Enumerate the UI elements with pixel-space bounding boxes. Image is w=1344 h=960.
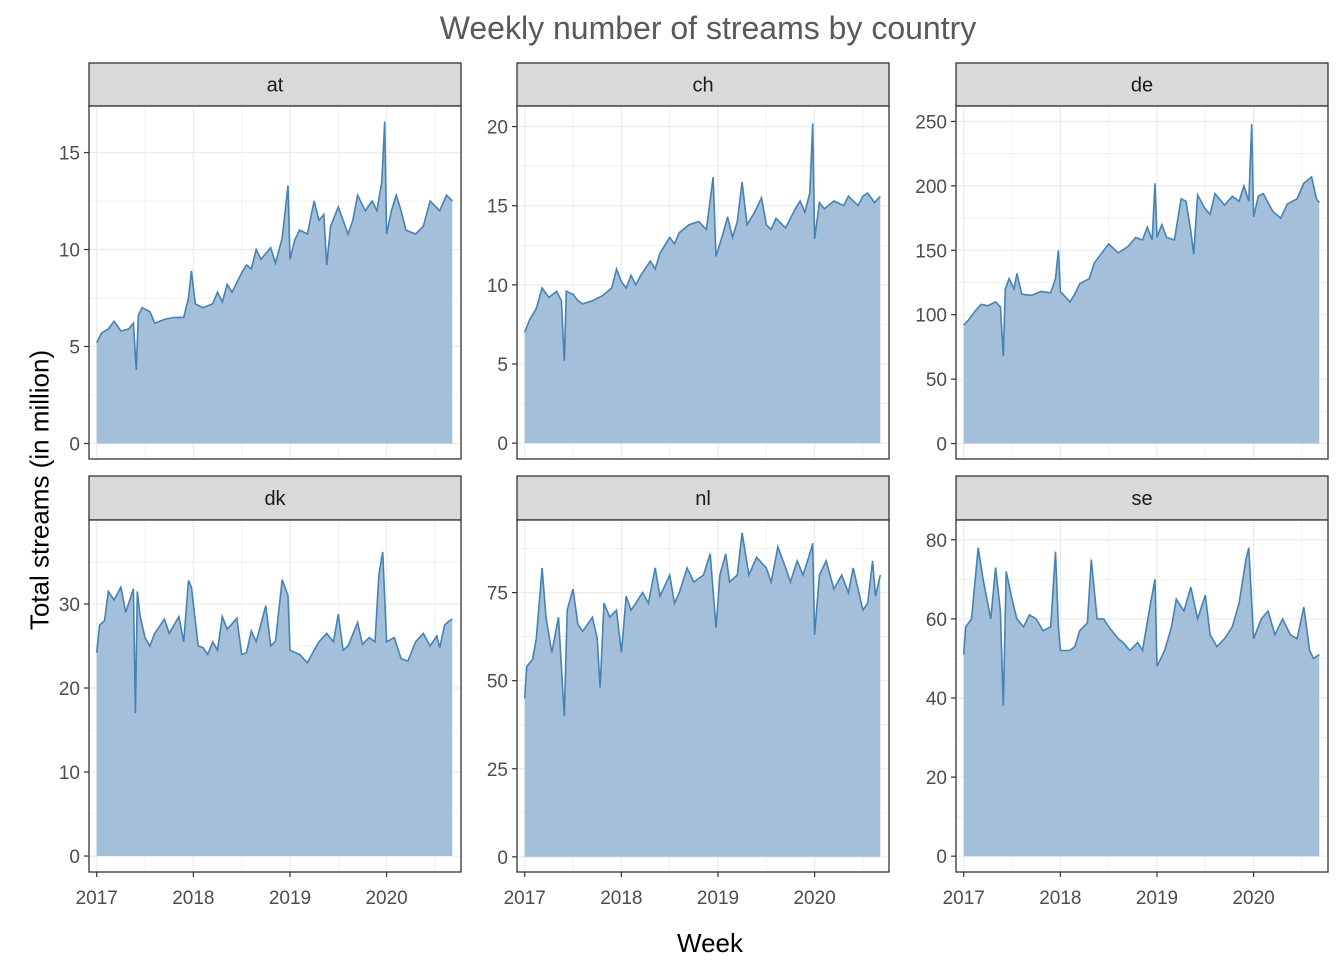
y-tick-label: 50	[926, 370, 947, 391]
series-area-ch	[524, 123, 881, 444]
y-tick-label: 150	[915, 241, 947, 262]
y-tick-label: 0	[936, 847, 947, 868]
panel-border	[88, 519, 462, 873]
y-tick-label: 80	[926, 531, 947, 552]
facet-label-dk: dk	[264, 488, 286, 510]
y-tick-label: 0	[936, 435, 947, 456]
panel-border	[955, 519, 1329, 873]
facet-label-nl: nl	[695, 488, 711, 510]
panel-border	[955, 105, 1329, 460]
x-tick-label: 2018	[600, 888, 642, 909]
y-tick-label: 20	[926, 768, 947, 789]
facet-label-de: de	[1131, 75, 1153, 97]
y-tick-label: 200	[915, 177, 947, 198]
series-area-se	[963, 547, 1320, 857]
x-tick-label: 2019	[697, 888, 739, 909]
facet-panel-se: se 0 20 40 60 80 2017 2018 2019 2020	[926, 475, 1329, 909]
y-tick-label: 0	[69, 434, 80, 455]
y-tick-label: 5	[69, 338, 80, 359]
x-tick-label: 2017	[504, 888, 546, 909]
series-area-at	[96, 121, 453, 444]
x-tick-label: 2020	[365, 888, 407, 909]
x-tick-label: 2018	[172, 888, 214, 909]
y-tick-label: 10	[59, 241, 80, 262]
y-tick-label: 75	[487, 584, 508, 605]
facet-panel-nl: nl 0 25 50 75 2017 2018 2019 2020	[487, 475, 890, 909]
y-tick-label: 250	[915, 112, 947, 133]
y-tick-label: 15	[487, 197, 508, 218]
series-line-nl	[523, 532, 882, 716]
facet-strip-ch	[516, 62, 890, 107]
facet-strip-se	[955, 475, 1329, 521]
series-area-dk	[96, 551, 453, 856]
y-tick-label: 20	[59, 679, 80, 700]
panel-border	[516, 105, 890, 460]
y-tick-label: 40	[926, 689, 947, 710]
series-line-at	[95, 121, 453, 370]
y-tick-label: 0	[497, 434, 508, 455]
facet-panel-at: at 0 5 10 15	[59, 62, 462, 460]
panel-border	[516, 519, 890, 873]
y-tick-label: 0	[69, 847, 80, 868]
facet-label-se: se	[1131, 488, 1152, 510]
y-tick-label: 50	[487, 672, 508, 693]
y-tick-label: 0	[497, 848, 508, 869]
series-area-de	[963, 124, 1320, 444]
panel-border	[88, 105, 462, 460]
y-tick-label: 25	[487, 760, 508, 781]
facet-strip-dk	[88, 475, 462, 521]
y-tick-label: 10	[59, 763, 80, 784]
x-tick-label: 2017	[76, 888, 118, 909]
series-line-de	[963, 123, 1320, 356]
series-line-ch	[523, 123, 881, 361]
series-line-dk	[95, 551, 453, 714]
x-tick-label: 2018	[1039, 888, 1081, 909]
x-tick-label: 2020	[1232, 888, 1274, 909]
chart-title: Weekly number of streams by country	[439, 10, 977, 46]
facet-panel-ch: ch 0 5 10 15 20	[487, 62, 890, 460]
y-tick-label: 20	[487, 118, 508, 139]
facet-panel-de: de 0 50 100 150 200 250	[915, 62, 1329, 460]
series-line-se	[962, 547, 1320, 706]
x-axis-label: Week	[677, 928, 743, 958]
x-tick-label: 2017	[943, 888, 985, 909]
y-tick-label: 30	[59, 595, 80, 616]
x-tick-label: 2019	[269, 888, 311, 909]
x-tick-label: 2019	[1136, 888, 1178, 909]
y-tick-label: 60	[926, 610, 947, 631]
facet-panel-dk: dk 0 10 20 30 2017 2018 2019 2020	[59, 475, 462, 909]
y-tick-label: 100	[915, 306, 947, 327]
y-tick-label: 15	[59, 144, 80, 165]
y-tick-label: 10	[487, 276, 508, 297]
facet-label-at: at	[267, 75, 284, 97]
facet-label-ch: ch	[692, 75, 713, 97]
x-tick-label: 2020	[793, 888, 835, 909]
y-tick-label: 5	[497, 355, 508, 376]
